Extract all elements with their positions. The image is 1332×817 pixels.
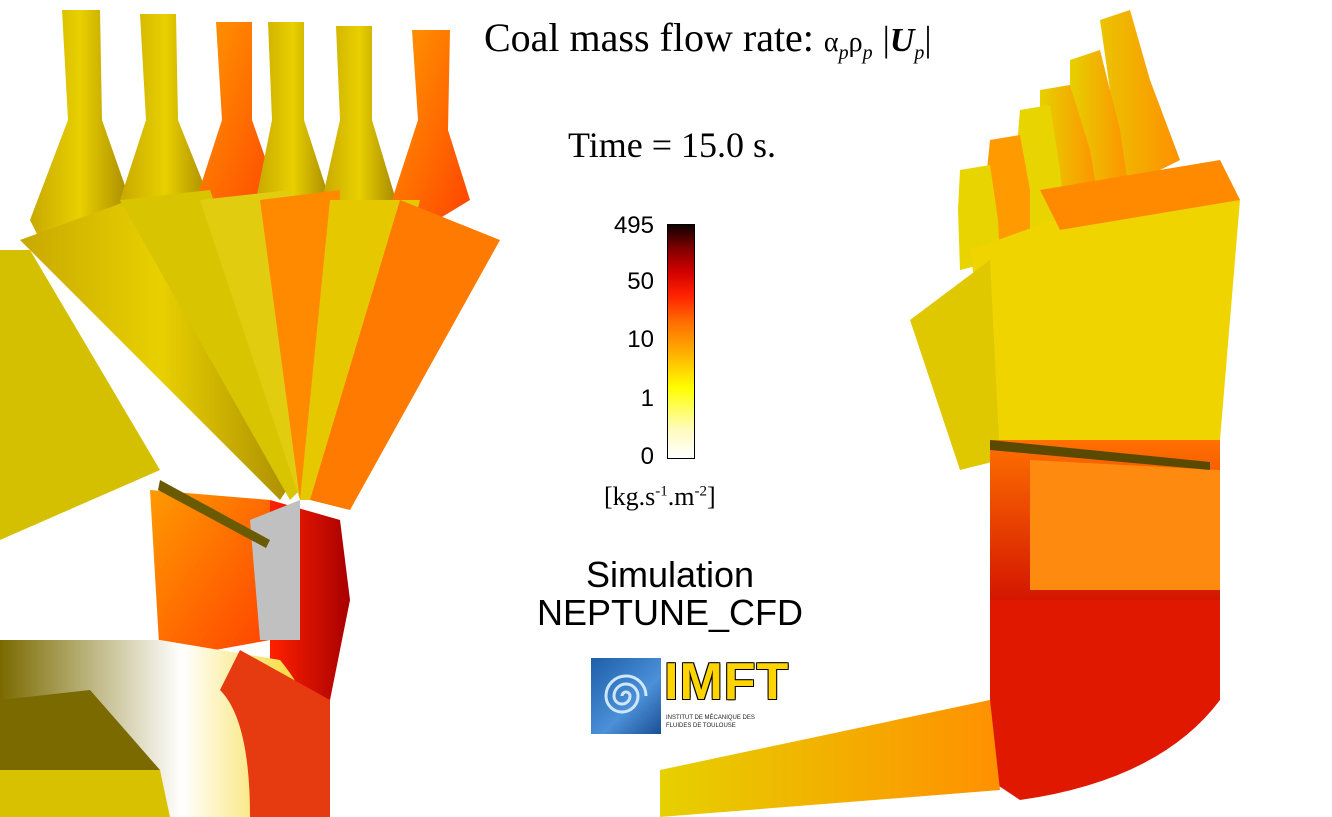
unit-end: ]	[707, 482, 716, 511]
alpha-subscript: p	[838, 42, 849, 64]
simulation-line1: Simulation	[585, 554, 755, 595]
unit-base: [kg.s	[604, 482, 656, 511]
unit-exp2: -2	[694, 483, 708, 500]
abs-bar-left: |	[882, 19, 890, 59]
left-cfd-render	[0, 10, 500, 817]
title-formula: αpρp |Up|	[823, 15, 932, 64]
unit-mid: .m	[667, 482, 695, 511]
diagonal-ducts	[0, 190, 500, 540]
colorbar-tick: 1	[640, 385, 654, 412]
simulation-label: Simulation NEPTUNE_CFD	[512, 556, 828, 632]
simulation-line2: NEPTUNE_CFD	[536, 592, 804, 633]
colorbar-unit: [kg.s-1.m-2]	[604, 482, 716, 512]
figure-title: Coal mass flow rate: αpρp |Up|	[484, 14, 932, 65]
right-cfd-render	[660, 10, 1240, 817]
logo-name: IMFT	[664, 653, 790, 711]
unit-exp1: -1	[655, 483, 668, 500]
alpha-symbol: α	[823, 27, 839, 58]
abs-bar-right: |	[924, 19, 932, 59]
imft-logo: IMFT INSTITUT DE MÉCANIQUE DES FLUIDES D…	[664, 656, 788, 736]
logo-subtitle: INSTITUT DE MÉCANIQUE DES FLUIDES DE TOU…	[666, 715, 755, 729]
time-label: Time = 15.0 s.	[568, 125, 777, 165]
velocity-subscript: p	[914, 42, 925, 64]
title-text: Coal mass flow rate:	[484, 15, 814, 60]
colorbar	[667, 224, 695, 459]
velocity-symbol: U	[889, 22, 915, 59]
right-ducts	[910, 160, 1240, 470]
colorbar-tick: 50	[627, 268, 654, 295]
colorbar-tick: 495	[613, 212, 654, 239]
right-lower-chamber	[660, 440, 1220, 817]
lower-chamber	[150, 480, 350, 700]
outlet-elbow	[0, 640, 330, 817]
rho-symbol: ρ	[848, 27, 863, 58]
inlet-pipes	[30, 10, 470, 240]
imft-swirl-logo	[591, 658, 661, 734]
colorbar-tick: 0	[640, 443, 654, 470]
swirl-icon	[604, 674, 648, 714]
rho-subscript: p	[862, 42, 873, 64]
colorbar-tick: 10	[627, 326, 654, 353]
